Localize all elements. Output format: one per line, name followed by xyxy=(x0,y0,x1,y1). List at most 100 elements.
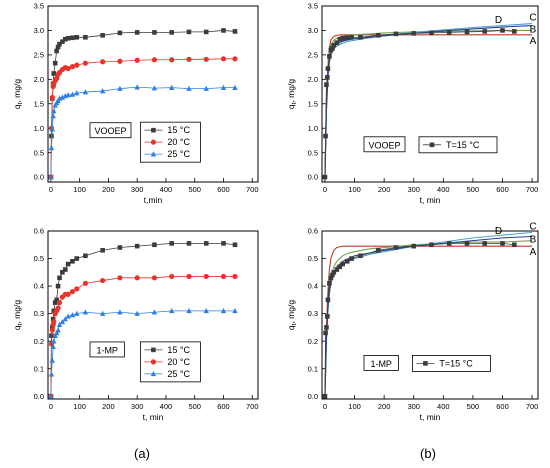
x-tick-label: 500 xyxy=(188,185,201,194)
chart-bottom-left: 0 100 200 300 400 500 600 700 0.0 0.1 0.2 0.3 0.4 0.5… xyxy=(12,227,259,422)
data-point xyxy=(168,307,175,314)
data-point xyxy=(500,241,505,246)
box-label: 1-MP xyxy=(370,359,392,369)
data-point xyxy=(65,261,71,267)
data-point xyxy=(152,30,157,35)
data-point xyxy=(325,75,330,80)
data-point xyxy=(221,28,226,33)
data-point xyxy=(117,275,123,281)
y-axis-unit: , mg/g xyxy=(12,300,22,324)
data-point xyxy=(340,35,346,41)
data-point xyxy=(232,307,238,314)
data-point xyxy=(186,307,192,314)
y-tick-label: 0.0 xyxy=(308,392,318,401)
data-point xyxy=(334,40,340,45)
legend: T=15 °C xyxy=(418,136,498,154)
y-axis-unit: , mg/g xyxy=(286,300,296,324)
data-point xyxy=(324,325,329,330)
data-point xyxy=(327,281,332,286)
y-axis-subscript: t xyxy=(17,323,24,325)
data-point xyxy=(74,310,80,316)
data-point xyxy=(54,297,59,303)
y-axis-label: qt, mg/g xyxy=(286,300,298,330)
x-tick-label: 500 xyxy=(188,402,201,411)
series-line xyxy=(324,242,515,397)
y-tick-label: 0.4 xyxy=(308,282,318,291)
y-tick-label: 2.5 xyxy=(34,50,44,59)
y-axis-label: qt, mg/g xyxy=(12,79,24,109)
data-point xyxy=(331,270,337,275)
data-point xyxy=(74,256,80,261)
data-point xyxy=(100,33,105,38)
data-point xyxy=(186,29,192,35)
y-tick-label: 0.1 xyxy=(308,364,318,373)
legend-label: 20 °C xyxy=(167,137,190,147)
plot-frame xyxy=(47,230,259,400)
data-point xyxy=(48,174,54,180)
data-point xyxy=(99,88,106,94)
data-point xyxy=(203,29,209,35)
box-label-frame xyxy=(89,341,125,358)
data-point xyxy=(232,29,238,34)
y-axis-subscript: t xyxy=(291,102,298,104)
fit-label-A: A xyxy=(530,36,537,47)
data-point xyxy=(54,75,60,81)
data-point xyxy=(49,333,54,338)
data-point xyxy=(52,332,58,338)
data-point xyxy=(325,297,331,303)
x-axis-label: t,min xyxy=(144,195,163,205)
box-label: VOOEP xyxy=(368,140,400,150)
x-tick-label: 0 xyxy=(323,185,327,194)
legend-marker xyxy=(151,347,156,353)
x-tick-label: 200 xyxy=(102,402,115,411)
data-point xyxy=(232,242,238,248)
data-point xyxy=(464,29,470,35)
data-point xyxy=(49,126,56,132)
data-point xyxy=(330,46,335,51)
y-tick-label: 0.4 xyxy=(34,282,44,291)
data-point xyxy=(151,309,158,315)
legend: 15 °C 20 °C 25 °C xyxy=(139,121,201,163)
y-axis-unit: , mg/g xyxy=(286,79,296,103)
y-tick-label: 2.0 xyxy=(34,75,44,84)
data-point xyxy=(117,30,123,36)
x-tick-label: 600 xyxy=(217,402,230,411)
fit-label-C: C xyxy=(529,221,536,232)
data-point xyxy=(134,30,140,35)
y-axis-subscript: t xyxy=(291,323,298,325)
data-point xyxy=(168,84,175,90)
data-point xyxy=(512,29,517,34)
data-point xyxy=(411,243,417,249)
chart-top-right: 0 100 200 300 400 500 600 700 0.0 0.5 1.0 1.5 2.0 2.5… xyxy=(286,2,539,205)
data-point xyxy=(65,313,71,319)
data-point xyxy=(134,243,140,249)
data-point xyxy=(344,35,350,41)
legend-label: 25 °C xyxy=(167,369,190,379)
data-point xyxy=(323,330,328,336)
data-point xyxy=(220,84,227,90)
data-point xyxy=(169,273,175,280)
data-point xyxy=(220,307,227,314)
data-point xyxy=(50,325,55,330)
box-label: 1-MP xyxy=(96,345,118,355)
data-point xyxy=(323,133,328,139)
data-point xyxy=(203,56,209,62)
data-point xyxy=(49,327,55,333)
caption-a: (a) xyxy=(134,446,150,461)
y-tick-label: 0.2 xyxy=(308,337,318,346)
y-tick-label: 0.0 xyxy=(308,173,318,182)
data-point xyxy=(99,310,106,316)
data-point xyxy=(74,62,80,68)
legend-marker xyxy=(151,127,156,133)
y-tick-label: 1.0 xyxy=(308,124,318,133)
legend-label: T=15 °C xyxy=(446,140,480,150)
data-point xyxy=(65,92,71,98)
x-axis-label: t, min xyxy=(420,412,441,422)
data-point xyxy=(57,41,62,47)
x-tick-label: 500 xyxy=(467,402,480,411)
data-point xyxy=(393,245,399,250)
data-point xyxy=(82,89,89,95)
fit-curve-D xyxy=(324,25,533,178)
data-point xyxy=(232,273,238,280)
data-point xyxy=(169,30,174,35)
